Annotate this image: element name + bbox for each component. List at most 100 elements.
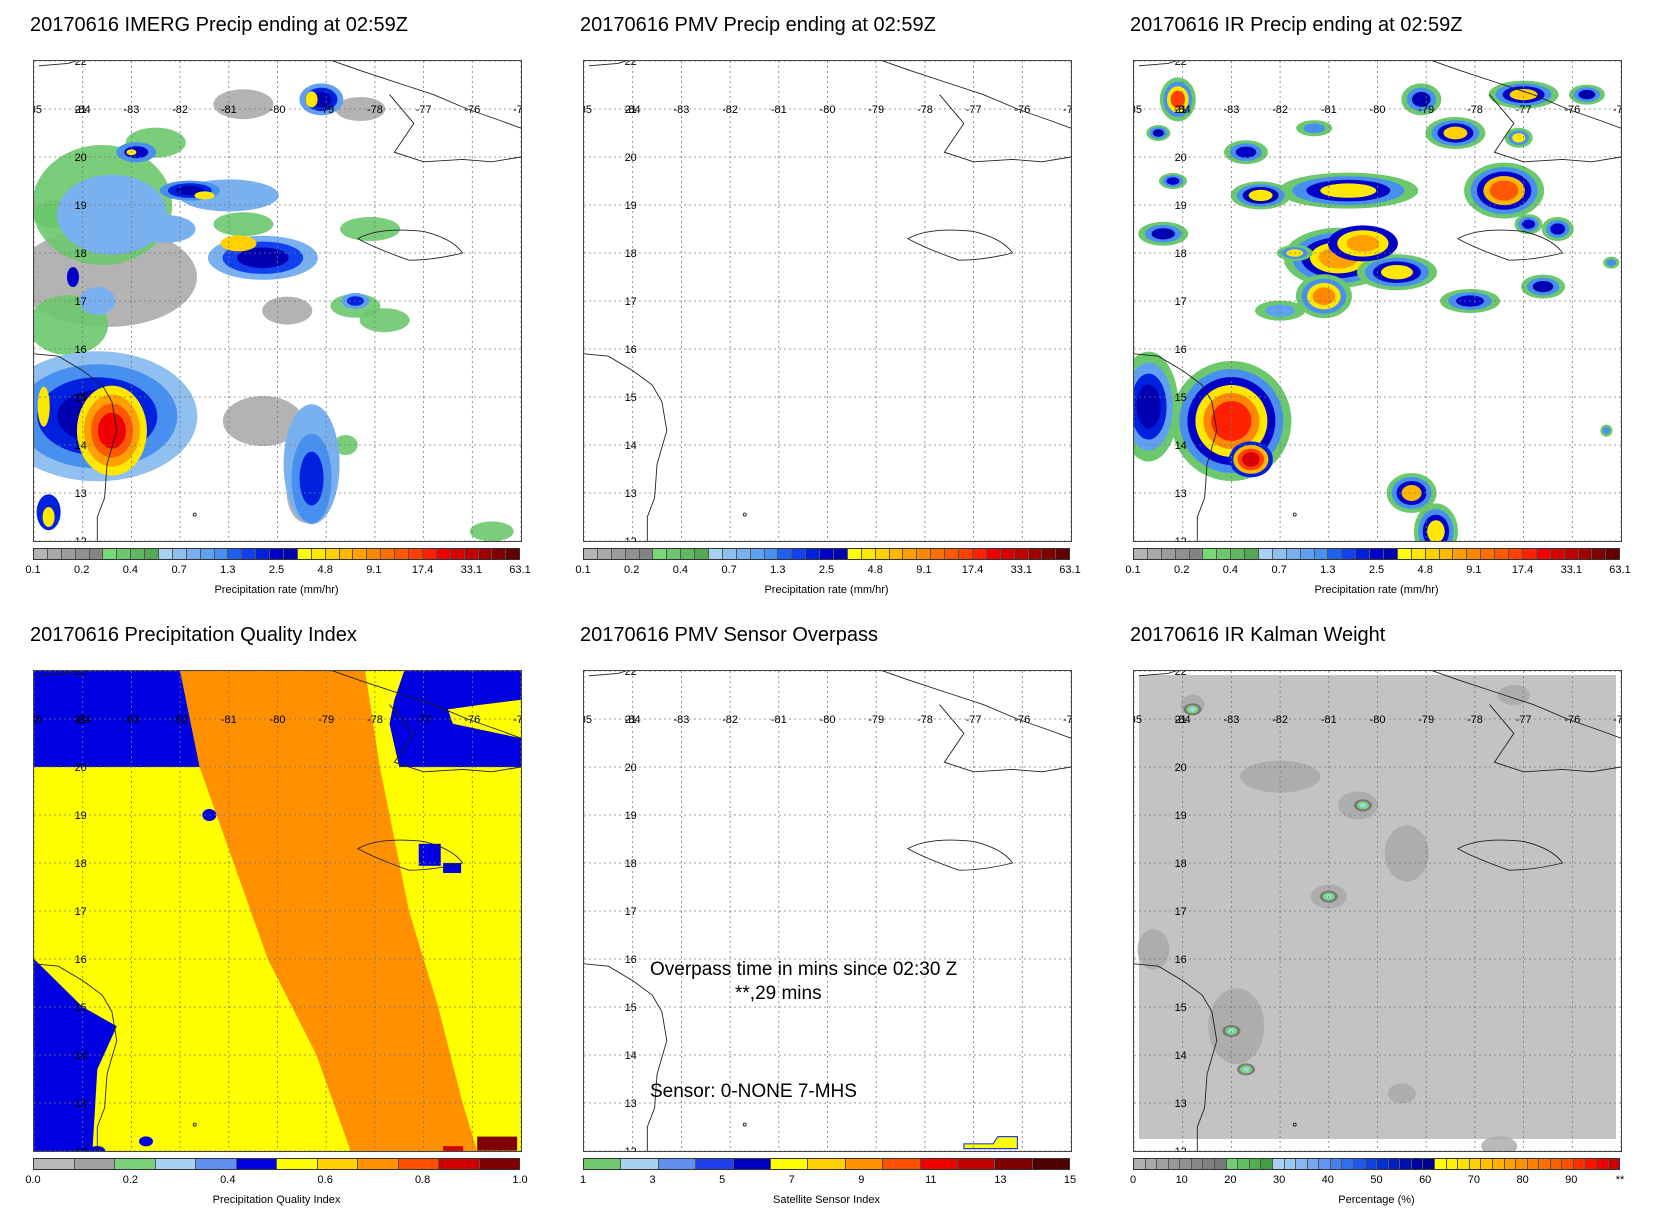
overpass-time-text: Overpass time in mins since 02:30 Z [650, 959, 958, 980]
overpass-field [963, 1136, 1019, 1150]
colorbar-segment [1539, 1159, 1551, 1169]
colorbar-segment [196, 1159, 237, 1169]
precip-cell [1578, 89, 1596, 100]
lat-tick-label: 16 [75, 954, 87, 966]
colorbar-tick-label: 0.7 [171, 564, 187, 576]
lon-tick-label: -82 [172, 104, 188, 116]
lat-tick-label: 20 [75, 152, 87, 164]
colorbar-segment [89, 549, 104, 559]
precip-cell [1136, 384, 1161, 429]
colorbar-segment [1388, 1159, 1401, 1169]
colorbar-segment [1231, 549, 1246, 559]
quality-region-orange [180, 671, 478, 1151]
colorbar-segment [1425, 549, 1440, 559]
colorbar-tick-label: 0.1 [575, 564, 591, 576]
colorbar-tick-label: 0.2 [122, 1174, 139, 1186]
lon-tick-label: -79 [318, 104, 334, 116]
colorbar-tick-label: 0.7 [1271, 564, 1287, 576]
lat-tick-label: 17 [75, 296, 87, 308]
map-plot-area: -85 -84 -83 -82 -81 -80 -79 -78 -77 -76 -75 22 21 20 1… [583, 60, 1072, 542]
precip-cell [1521, 219, 1536, 229]
colorbar-segment [1028, 549, 1043, 559]
precip-cell [1312, 287, 1336, 305]
kalman-hotspot [1243, 1067, 1250, 1072]
colorbar-segment [1608, 1159, 1620, 1169]
colorbar-segment [778, 549, 793, 559]
colorbar-tick-label: 0.7 [721, 564, 737, 576]
colorbar-segment [284, 549, 298, 559]
lon-tick-label: -76 [1014, 104, 1030, 116]
colorbar-segment [1168, 1159, 1181, 1169]
lon-tick-label: -82 [722, 104, 738, 116]
lat-tick-label: 20 [625, 152, 637, 164]
lat-tick-label: 20 [1175, 152, 1187, 164]
colorbar-segment [1272, 1159, 1285, 1169]
colorbar-tick-label: 15 [1063, 1174, 1077, 1186]
precip-cell [1532, 281, 1554, 293]
precip-cell [1550, 223, 1566, 235]
precip-cell [1166, 177, 1180, 185]
colorbar-segment [1328, 549, 1343, 559]
colorbar-segment [1592, 549, 1607, 559]
lat-tick-label: 16 [625, 954, 637, 966]
colorbar-segment [155, 1159, 196, 1169]
colorbar-tick-label: 60 [1419, 1174, 1432, 1186]
colorbar-segment [611, 549, 626, 559]
panel-quality: 20170616 Precipitation Quality Index -85… [25, 624, 570, 1224]
lat-tick-label: 21 [1175, 104, 1187, 116]
colorbar-segment [945, 549, 960, 559]
colorbar [1133, 1158, 1620, 1170]
map-plot-area: -85 -84 -83 -82 -81 -80 -79 -78 -77 -76 -75 22 21 20 1… [33, 670, 522, 1152]
kalman-cell [1481, 1136, 1518, 1151]
precip-cell [213, 212, 274, 237]
colorbar-tick-label: 30 [1272, 1174, 1286, 1186]
colorbar-segment [695, 549, 710, 559]
lat-tick-label: 21 [75, 714, 87, 726]
colorbar-segment [159, 549, 173, 559]
colorbar-segment [236, 1159, 277, 1169]
map-svg: -85 -84 -83 -82 -81 -80 -79 -78 -77 -76 -75 22 21 20 1… [34, 671, 521, 1151]
colorbar-segment [959, 549, 973, 559]
lon-tick-label: -77 [966, 104, 982, 116]
colorbar-tick-label: 0.4 [1222, 564, 1239, 576]
colorbar-segment [214, 549, 229, 559]
colorbar-tick-label: 4.8 [317, 564, 333, 576]
lon-tick-label: -77 [1516, 104, 1532, 116]
precip-field [34, 83, 514, 541]
lat-tick-label: 12 [625, 536, 637, 541]
colorbar-segment [1134, 549, 1148, 559]
lon-tick-label: -79 [318, 714, 334, 726]
precip-cell [1242, 452, 1260, 467]
lat-tick-label: 17 [625, 906, 637, 918]
colorbar-segment [1259, 549, 1273, 559]
colorbar-tick-label: 40 [1321, 1174, 1334, 1186]
lon-tick-label: -75 [1613, 104, 1621, 116]
colorbar-tick-label: 7 [788, 1174, 795, 1186]
lat-tick-label: 15 [75, 1002, 87, 1014]
map-plot-area: -85 -84 -83 -82 -81 -80 -79 -78 -77 -76 -75 22 21 20 1… [1133, 670, 1622, 1152]
lon-tick-label: -76 [1014, 714, 1030, 726]
colorbar-tick-label: 33.1 [460, 564, 483, 576]
lat-tick-label: 14 [75, 440, 87, 452]
colorbar-segment [1286, 549, 1301, 559]
precip-cell [1303, 123, 1325, 133]
lat-tick-label: 12 [625, 1146, 637, 1151]
kalman-cell [1137, 929, 1170, 970]
grid: -85 -84 -83 -82 -81 -80 -79 -78 -77 -76 -75 22 21 20 1… [34, 671, 521, 1151]
colorbar-tick-label: 1 [579, 1174, 587, 1186]
colorbar-segment [395, 549, 410, 559]
lat-tick-label: 21 [1175, 714, 1187, 726]
colorbar-segment [1562, 1159, 1574, 1169]
lon-tick-label: -78 [1467, 104, 1483, 116]
colorbar-segment [381, 549, 396, 559]
lat-tick-label: 15 [625, 1002, 637, 1014]
lat-tick-label: 22 [1175, 61, 1187, 68]
lon-tick-label: -76 [464, 714, 480, 726]
panel-pmv: 20170616 PMV Precip ending at 02:59Z -85… [575, 14, 1120, 614]
lon-tick-label: -83 [673, 714, 689, 726]
colorbar-segment [1384, 549, 1398, 559]
precip-cell [1380, 265, 1413, 280]
colorbar-segment [367, 549, 382, 559]
colorbar-tick-label: 90 [1565, 1174, 1578, 1186]
precip-cell [1427, 520, 1445, 541]
